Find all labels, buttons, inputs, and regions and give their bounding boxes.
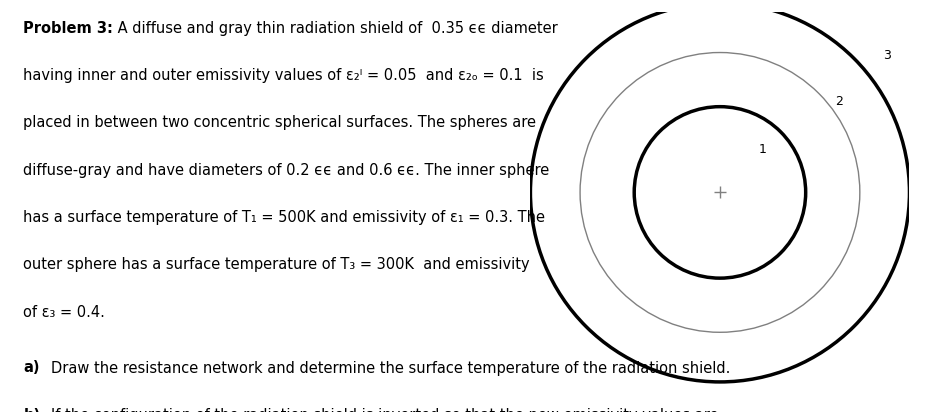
Text: having inner and outer emissivity values of ε₂ᴵ = 0.05  and ε₂ₒ = 0.1  is: having inner and outer emissivity values… <box>23 68 544 83</box>
Text: Draw the resistance network and determine the surface temperature of the radiati: Draw the resistance network and determin… <box>51 360 731 375</box>
Text: of ε₃ = 0.4.: of ε₃ = 0.4. <box>23 305 106 320</box>
Text: has a surface temperature of T₁ = 500K and emissivity of ε₁ = 0.3. The: has a surface temperature of T₁ = 500K a… <box>23 210 545 225</box>
Text: outer sphere has a surface temperature of T₃ = 300K  and emissivity: outer sphere has a surface temperature o… <box>23 258 530 272</box>
Text: b): b) <box>23 408 40 412</box>
Text: 2: 2 <box>835 95 842 108</box>
Text: a): a) <box>23 360 40 375</box>
Text: diffuse-gray and have diameters of 0.2 ϵϵ and 0.6 ϵϵ. The inner sphere: diffuse-gray and have diameters of 0.2 ϵ… <box>23 163 550 178</box>
Text: 3: 3 <box>883 49 891 63</box>
Text: 1: 1 <box>759 143 767 156</box>
Text: A diffuse and gray thin radiation shield of  0.35 ϵϵ diameter: A diffuse and gray thin radiation shield… <box>113 21 558 35</box>
Text: If the configuration of the radiation shield is inverted so that the new emissiv: If the configuration of the radiation sh… <box>51 408 719 412</box>
Text: Problem 3:: Problem 3: <box>23 21 113 35</box>
Text: placed in between two concentric spherical surfaces. The spheres are: placed in between two concentric spheric… <box>23 115 537 130</box>
